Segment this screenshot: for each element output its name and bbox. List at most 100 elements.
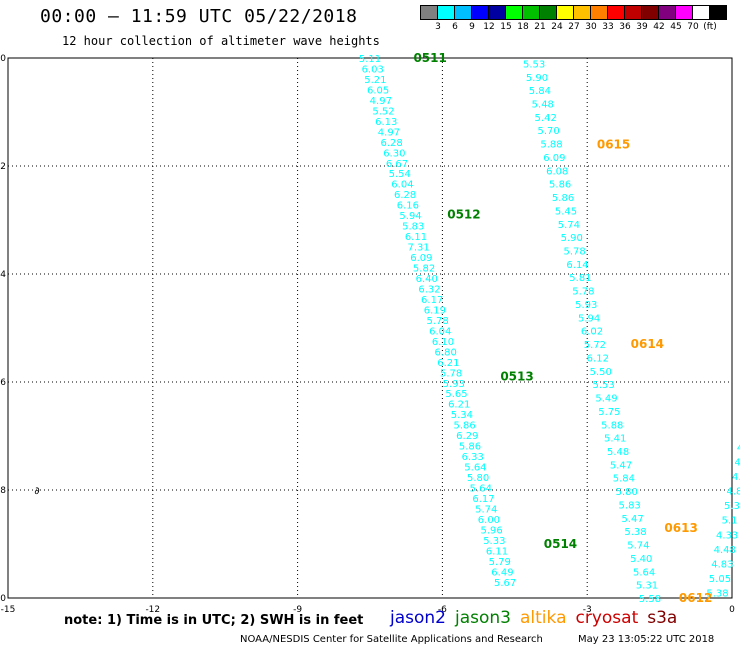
swh-value: 6.67 [386, 159, 408, 170]
swh-value: 5.64 [464, 463, 486, 474]
color-scale-label: 6 [452, 22, 458, 32]
swh-value: 5.78 [440, 368, 462, 379]
swh-value: 6.33 [462, 452, 484, 463]
swh-value: 6.13 [375, 117, 397, 128]
x-tick-label: -12 [145, 605, 160, 615]
x-tick-label: -6 [438, 605, 447, 615]
legend-altika: altika [520, 608, 567, 628]
swh-value: 5.86 [552, 193, 574, 204]
swh-value: 6.08 [546, 166, 568, 177]
color-scale-label: 36 [619, 22, 631, 32]
swh-value: 5.40 [630, 554, 652, 565]
color-scale-label: 42 [653, 22, 665, 32]
swh-value: 5.74 [627, 541, 649, 552]
swh-value: 5.54 [389, 169, 411, 180]
swh-value: 5.53 [592, 380, 614, 391]
swh-value: 5.52 [372, 106, 394, 117]
swh-value: 5.47 [610, 460, 632, 471]
swh-value: 5.86 [453, 421, 475, 432]
swh-value: 6.30 [383, 148, 405, 159]
swh-value: 5.96 [480, 525, 502, 536]
pass-label: 0512 [447, 208, 480, 222]
swh-value: 4.97 [378, 127, 400, 138]
swh-value: 5.34 [451, 410, 473, 421]
swh-value: 5.38 [624, 527, 646, 538]
swh-value: 6.00 [478, 515, 500, 526]
swh-value: 6.19 [424, 305, 446, 316]
swh-value: 5.84 [529, 86, 551, 97]
swh-value: 6.29 [456, 431, 478, 442]
swh-value: 5.45 [555, 206, 577, 217]
swh-value: 4.48 [714, 545, 736, 556]
swh-value: 4.83 [711, 559, 733, 570]
swh-value: 6.40 [416, 274, 438, 285]
swh-value: 5.21 [364, 75, 386, 86]
swh-value: 6.17 [421, 295, 443, 306]
swh-value: 5.88 [601, 420, 623, 431]
swh-value: 5.78 [572, 287, 594, 298]
credit-text: NOAA/NESDIS Center for Satellite Applica… [240, 634, 543, 645]
swh-value: 6.32 [418, 284, 440, 295]
x-tick-label: 0 [729, 605, 735, 615]
swh-value: 4. [737, 443, 740, 454]
y-tick-label: -10 [0, 594, 6, 604]
generated-timestamp: May 23 13:05:22 UTC 2018 [578, 634, 715, 645]
swh-value: 5.11 [359, 54, 381, 65]
x-tick-label: -15 [1, 605, 16, 615]
swh-value: 5.33 [483, 536, 505, 547]
swh-value: 5.65 [445, 389, 467, 400]
pass-label: 0614 [631, 337, 664, 351]
swh-value: 6.05 [367, 85, 389, 96]
swh-value: 5.48 [607, 447, 629, 458]
color-swatch [709, 5, 727, 20]
swh-value: 5.90 [526, 73, 548, 84]
swh-value: 5.93 [443, 379, 465, 390]
swh-value: 6.12 [587, 353, 609, 364]
color-scale-label: 18 [517, 22, 529, 32]
pass-label: 0615 [597, 137, 630, 151]
swh-value: 4.8 [726, 487, 740, 498]
swh-value: 4. [734, 457, 740, 468]
swh-value: 5.78 [564, 247, 586, 258]
swh-value: 4.97 [370, 96, 392, 107]
swh-value: 5.50 [590, 367, 612, 378]
swh-value: 6.11 [486, 546, 508, 557]
swh-value: 5.1 [722, 516, 738, 527]
color-scale-label: 3 [435, 22, 441, 32]
y-tick-label: -4 [0, 270, 6, 280]
chart-title: 00:00 – 11:59 UTC 05/22/2018 [40, 6, 358, 27]
swh-value: 6.80 [435, 347, 457, 358]
extra-mark: ∂ [34, 486, 39, 497]
pass-label: 0513 [500, 370, 533, 384]
pass-label: 0612 [679, 591, 712, 605]
swh-value: 5.78 [426, 316, 448, 327]
color-scale-label: 27 [568, 22, 580, 32]
swh-value: 6.16 [397, 201, 419, 212]
swh-value: 5.38 [706, 589, 728, 600]
plot-frame [7, 57, 733, 599]
swh-value: 5.53 [523, 59, 545, 70]
swh-value: 5.94 [578, 313, 600, 324]
pass-label: 0514 [544, 537, 577, 551]
swh-value: 5.83 [619, 500, 641, 511]
swh-value: 4. [732, 472, 740, 483]
swh-value: 5.31 [636, 581, 658, 592]
legend-cryosat: cryosat [575, 608, 639, 628]
swh-value: 5.82 [413, 264, 435, 275]
swh-value: 5.86 [549, 180, 571, 191]
swh-value: 5.84 [613, 474, 635, 485]
swh-value: 5.72 [584, 340, 606, 351]
legend-jason2: jason2 [390, 608, 446, 628]
legend-jason3: jason3 [455, 608, 511, 628]
satellite-legend: jason2 jason3 altika cryosat s3a [390, 608, 686, 628]
color-scale-label: 21 [534, 22, 546, 32]
swh-value: 5.79 [489, 557, 511, 568]
swh-value: 5.3 [724, 501, 740, 512]
swh-value: 6.09 [410, 253, 432, 264]
swh-value: 5.70 [537, 126, 559, 137]
swh-value: 6.28 [380, 138, 402, 149]
swh-value: 7.31 [408, 243, 430, 254]
swh-value: 6.10 [432, 337, 454, 348]
swh-value: 5.49 [595, 394, 617, 405]
